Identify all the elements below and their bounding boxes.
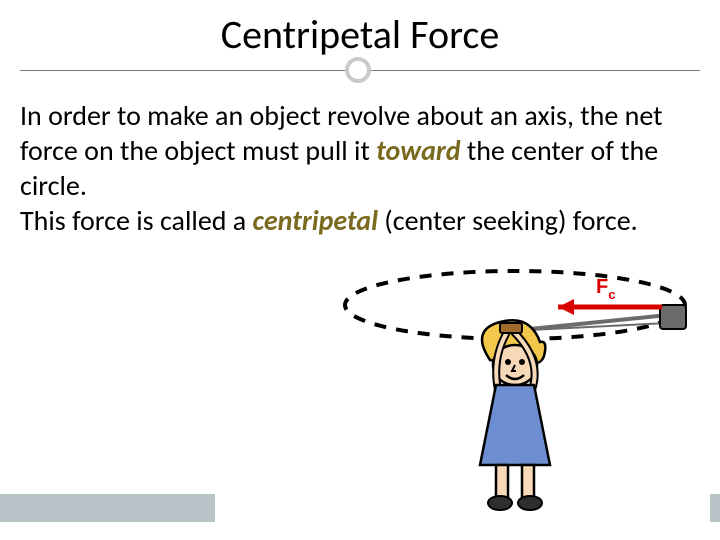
centripetal-illustration: Fc bbox=[340, 265, 700, 525]
handle bbox=[500, 323, 522, 333]
title-ornament-circle bbox=[345, 57, 371, 83]
para2-pre: This force is called a bbox=[20, 203, 253, 238]
girl-leg-left bbox=[496, 465, 508, 499]
footer-edge-bar bbox=[710, 494, 720, 522]
hammer-ball bbox=[660, 305, 686, 329]
slide: Centripetal Force In order to make an ob… bbox=[0, 0, 720, 540]
footer-accent-bar bbox=[0, 494, 215, 522]
para1-em-toward: toward bbox=[376, 133, 460, 168]
force-label-f: F bbox=[596, 276, 608, 298]
para2-post: (center seeking) force. bbox=[378, 203, 638, 238]
girl-leg-right bbox=[522, 465, 534, 499]
page-title: Centripetal Force bbox=[0, 10, 720, 59]
body-text: In order to make an object revolve about… bbox=[20, 98, 700, 238]
girl-shoe-left bbox=[488, 496, 512, 510]
para2-em-centripetal: centripetal bbox=[253, 203, 378, 238]
girl-eye-left bbox=[505, 359, 511, 365]
force-label-sub: c bbox=[608, 287, 615, 302]
illustration-svg: Fc bbox=[340, 265, 700, 525]
girl-shoe-right bbox=[518, 496, 542, 510]
force-label: Fc bbox=[596, 276, 615, 302]
girl-dress bbox=[480, 385, 550, 465]
girl-eye-right bbox=[519, 359, 525, 365]
force-arrow-head bbox=[558, 299, 574, 315]
